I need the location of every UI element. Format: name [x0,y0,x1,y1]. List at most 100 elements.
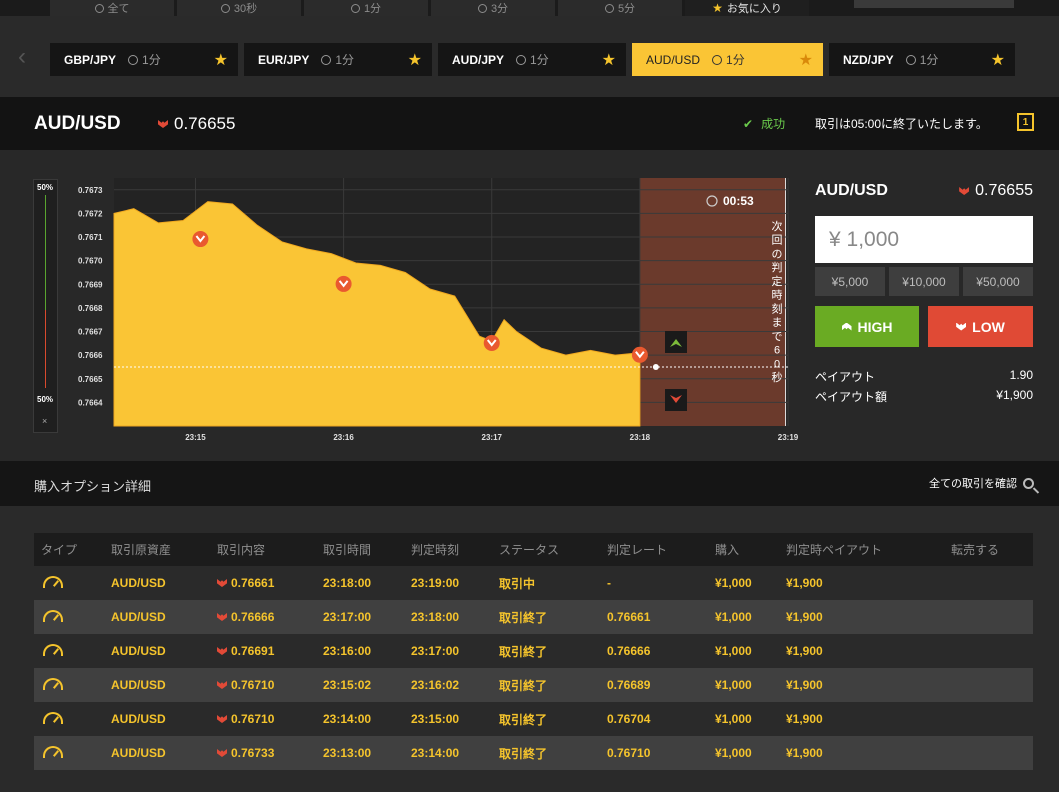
buy-cell: ¥1,000 [708,668,779,702]
table-row[interactable]: AUD/USD 0.76666 23:17:00 23:18:00 取引終了 0.7666… [34,600,1033,634]
top-tab-label: 全て [107,3,130,15]
pair-tab-gbpjpy[interactable]: GBP/JPY 1分 ★ [50,43,238,76]
gauge-icon [43,677,63,690]
table-row[interactable]: AUD/USD 0.76691 23:16:00 23:17:00 取引終了 0.7666… [34,634,1033,668]
pair-tab-audjpy[interactable]: AUD/JPY 1分 ★ [438,43,626,76]
details-title: 購入オプション詳細 [34,479,152,494]
clock-icon [604,3,614,13]
down-arrow-icon [956,322,967,331]
price-chart[interactable]: 0.7673 0.7672 0.7671 0.7670 0.7669 0.7668 0.76… [60,170,800,455]
judge-rate-cell: 0.76689 [600,668,708,702]
payout-cell: ¥1,900 [779,566,944,600]
sentiment-gauge: 50% 50% × [33,179,58,433]
pair-time: 1分 [335,53,355,67]
pair-time: 1分 [142,53,161,67]
col-judge-rate: 判定レート [600,533,708,566]
payout-amount-row: ペイアウト額 ¥1,900 [815,388,1033,405]
status-cell: 取引中 [492,566,600,600]
panel-rate: 0.76655 [959,182,1033,200]
pair-name: AUD/JPY [452,52,505,67]
high-label: HIGH [857,318,893,335]
col-type: タイプ [34,533,104,566]
pair-name: GBP/JPY [64,52,117,67]
top-tab-label: 30秒 [233,3,258,15]
star-icon: ★ [712,1,723,15]
top-tab-1m[interactable]: 1分 [304,0,428,16]
top-tab-favorites[interactable]: ★ お気に入り [685,0,809,16]
down-arrow-icon [486,339,497,347]
content-cell: 0.76710 [210,668,316,702]
low-label: LOW [972,318,1005,335]
next-judge-note-char: 0 [774,358,780,370]
x-tick-label: 23:16 [333,433,354,442]
resell-cell[interactable] [944,702,1033,736]
top-tab-label: 3分 [490,3,509,15]
judge-time-cell: 23:19:00 [404,566,492,600]
col-resell: 転売する [944,533,1033,566]
y-tick-label: 0.7670 [78,257,103,266]
content-cell: 0.76691 [210,634,316,668]
asset-cell: AUD/USD [104,668,210,702]
amount-input[interactable]: ¥ 1,000 [815,216,1033,263]
resell-cell[interactable] [944,566,1033,600]
y-tick-label: 0.7666 [78,351,103,360]
details-panel: タイプ 取引原資産 取引内容 取引時間 判定時刻 ステータス 判定レート 購入 … [0,506,1059,792]
x-tick-label: 23:19 [778,433,799,442]
asset-cell: AUD/USD [104,566,210,600]
search-box[interactable] [854,0,1014,8]
low-button[interactable]: LOW [928,306,1033,347]
resell-cell[interactable] [944,600,1033,634]
top-tab-all[interactable]: 全て [50,0,174,16]
view-all-trades-link[interactable]: 全ての取引を確認 [929,475,1034,491]
star-icon[interactable]: ★ [213,52,228,69]
top-tab-3m[interactable]: 3分 [431,0,555,16]
resell-cell[interactable] [944,736,1033,770]
judge-time-cell: 23:15:00 [404,702,492,736]
asset-cell: AUD/USD [104,600,210,634]
view-all-trades-label: 全ての取引を確認 [929,478,1017,490]
y-tick-label: 0.7673 [78,186,103,195]
quick-amount-50000[interactable]: ¥50,000 [963,267,1033,296]
search-icon [1023,477,1034,489]
top-tab-30s[interactable]: 30秒 [177,0,301,16]
gauge-icon [43,575,63,588]
high-button[interactable]: HIGH [815,306,919,347]
table-row[interactable]: AUD/USD 0.76661 23:18:00 23:19:00 取引中 - ¥1,000… [34,566,1033,600]
gauge-top-label: 50% [37,183,54,192]
resell-cell[interactable] [944,668,1033,702]
pair-tab-nzdjpy[interactable]: NZD/JPY 1分 ★ [829,43,1015,76]
col-asset: 取引原資産 [104,533,210,566]
table-row[interactable]: AUD/USD 0.76733 23:13:00 23:14:00 取引終了 0.7671… [34,736,1033,770]
quick-amount-10000[interactable]: ¥10,000 [889,267,959,296]
chevron-left-icon[interactable]: ‹ [18,43,26,70]
resell-cell[interactable] [944,634,1033,668]
down-arrow-icon [217,715,227,723]
col-status: ステータス [492,533,600,566]
top-tab-5m[interactable]: 5分 [558,0,682,16]
down-arrow-icon [217,647,227,655]
col-judge-time: 判定時刻 [404,533,492,566]
gauge-close-icon[interactable]: × [42,416,48,426]
table-row[interactable]: AUD/USD 0.76710 23:14:00 23:15:00 取引終了 0.7670… [34,702,1033,736]
content-cell: 0.76661 [210,566,316,600]
table-row[interactable]: AUD/USD 0.76710 23:15:02 23:16:02 取引終了 0.7668… [34,668,1033,702]
expiry-zone [639,178,786,426]
type-cell [34,702,104,736]
quick-amount-5000[interactable]: ¥5,000 [815,267,885,296]
payout-value: 1.90 [1009,368,1033,382]
star-icon[interactable]: ★ [990,52,1005,69]
star-icon[interactable]: ★ [601,52,616,69]
judge-time-cell: 23:16:02 [404,668,492,702]
buy-cell: ¥1,000 [708,600,779,634]
star-icon[interactable]: ★ [407,52,422,69]
pair-tab-eurjpy[interactable]: EUR/JPY 1分 ★ [244,43,432,76]
judge-rate-cell: 0.76661 [600,600,708,634]
star-icon[interactable]: ★ [798,52,813,69]
one-click-icon[interactable]: 1 [1017,113,1034,131]
status-text: 成功 [761,117,786,131]
gauge-high-bar [45,195,46,310]
content-value: 0.76691 [231,644,275,658]
col-content: 取引内容 [210,533,316,566]
clock-icon [516,54,527,65]
pair-tab-audusd[interactable]: AUD/USD 1分 ★ [632,43,823,76]
